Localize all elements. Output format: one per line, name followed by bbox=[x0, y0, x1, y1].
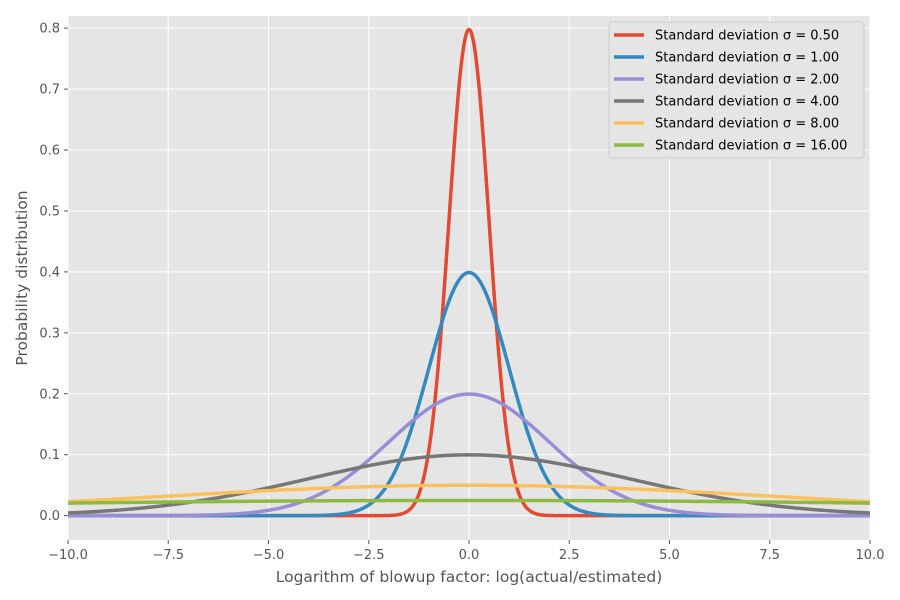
y-tick-label: 0.6 bbox=[39, 144, 60, 159]
x-axis-label: Logarithm of blowup factor: log(actual/e… bbox=[276, 568, 663, 586]
series-line-sigma-5 bbox=[67, 498, 871, 505]
x-tick-label: 2.5 bbox=[559, 548, 580, 563]
x-tick-label: 7.5 bbox=[759, 548, 780, 563]
y-tick-label: 0.3 bbox=[39, 326, 60, 341]
x-tick-label: −7.5 bbox=[152, 548, 184, 563]
legend-entry: Standard deviation σ = 1.00 bbox=[655, 51, 839, 66]
legend-box bbox=[608, 21, 865, 159]
y-tick-label: 0.7 bbox=[39, 83, 60, 98]
legend: Standard deviation σ = 0.50 Standard devi… bbox=[608, 21, 865, 159]
legend-entry: Standard deviation σ = 4.00 bbox=[655, 95, 839, 110]
y-tick-label: 0.2 bbox=[39, 387, 60, 402]
x-tick-label: −10.0 bbox=[48, 548, 88, 563]
x-tick-label: −2.5 bbox=[353, 548, 385, 563]
y-tick-label: 0.5 bbox=[39, 204, 60, 219]
legend-entry: Standard deviation σ = 0.50 bbox=[655, 29, 839, 44]
y-tick-label: 0.0 bbox=[39, 509, 60, 524]
y-tick-label: 0.8 bbox=[39, 22, 60, 37]
y-axis-label: Probability distribution bbox=[13, 190, 31, 365]
legend-entry: Standard deviation σ = 8.00 bbox=[655, 117, 839, 132]
series-line-sigma-4 bbox=[67, 483, 871, 504]
x-tick-label: 5.0 bbox=[659, 548, 680, 563]
y-tick-labels: 0.0 0.1 0.2 0.3 0.4 0.5 0.6 0.7 0.8 bbox=[39, 22, 68, 524]
x-tick-labels: −10.0 −7.5 −5.0 −2.5 0.0 2.5 5.0 7.5 10.0 bbox=[48, 540, 884, 563]
legend-entry: Standard deviation σ = 2.00 bbox=[655, 73, 839, 88]
x-tick-label: 0.0 bbox=[459, 548, 480, 563]
y-tick-label: 0.4 bbox=[39, 265, 60, 280]
series-line-sigma-2 bbox=[67, 392, 871, 518]
series-lines bbox=[67, 27, 871, 518]
x-tick-label: −5.0 bbox=[253, 548, 285, 563]
y-tick-label: 0.1 bbox=[39, 448, 60, 463]
legend-entry: Standard deviation σ = 16.00 bbox=[655, 139, 847, 154]
x-tick-label: 10.0 bbox=[856, 548, 885, 563]
